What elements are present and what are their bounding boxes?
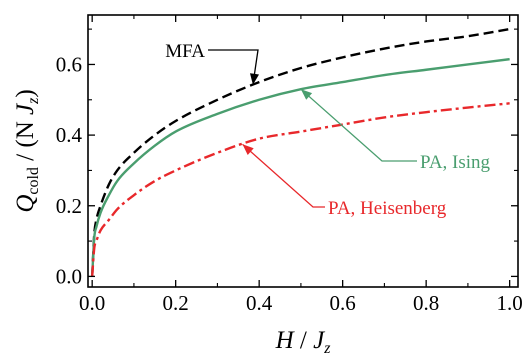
x-tick-label: 1.0 [497, 291, 523, 315]
y-tick-label: 0.4 [56, 123, 83, 147]
annotation-arrow-head [300, 89, 313, 100]
annotation-label: MFA [165, 41, 205, 62]
ticks-group: 0.0 0.2 0.4 0.6 0.8 1.0 0.0 0.2 0.4 0.6 [56, 15, 523, 315]
series-group [90, 27, 510, 277]
y-axis-label: Qcold / (N Jz) [12, 89, 42, 212]
series-line-2 [90, 57, 510, 277]
annotation-label: PA, Ising [420, 152, 491, 173]
annotation-label: PA, Heisenberg [328, 198, 447, 219]
x-axis-label: H / Jz [275, 327, 332, 357]
x-tick-label: 0.6 [330, 291, 356, 315]
x-tick-label: 0.4 [246, 291, 273, 315]
x-tick-label: 0.2 [163, 291, 189, 315]
y-tick-label: 0.6 [56, 52, 82, 76]
x-tick-label: 0.0 [79, 291, 105, 315]
annotation-arrow-head [242, 144, 254, 155]
annotation-arrow-line [208, 49, 259, 85]
y-tick-label: 0.0 [56, 264, 82, 288]
annotation-arrow-line [242, 143, 325, 208]
annotations-group: MFA PA, Ising PA, Heisenberg [165, 41, 490, 219]
annotation-arrow-head [250, 73, 259, 85]
series-line-3 [90, 102, 510, 277]
y-tick-label: 0.2 [56, 194, 82, 218]
x-tick-label: 0.8 [413, 291, 439, 315]
annotation-arrow-line [300, 88, 417, 162]
series-line-1 [90, 27, 510, 277]
plot-frame [87, 14, 519, 288]
